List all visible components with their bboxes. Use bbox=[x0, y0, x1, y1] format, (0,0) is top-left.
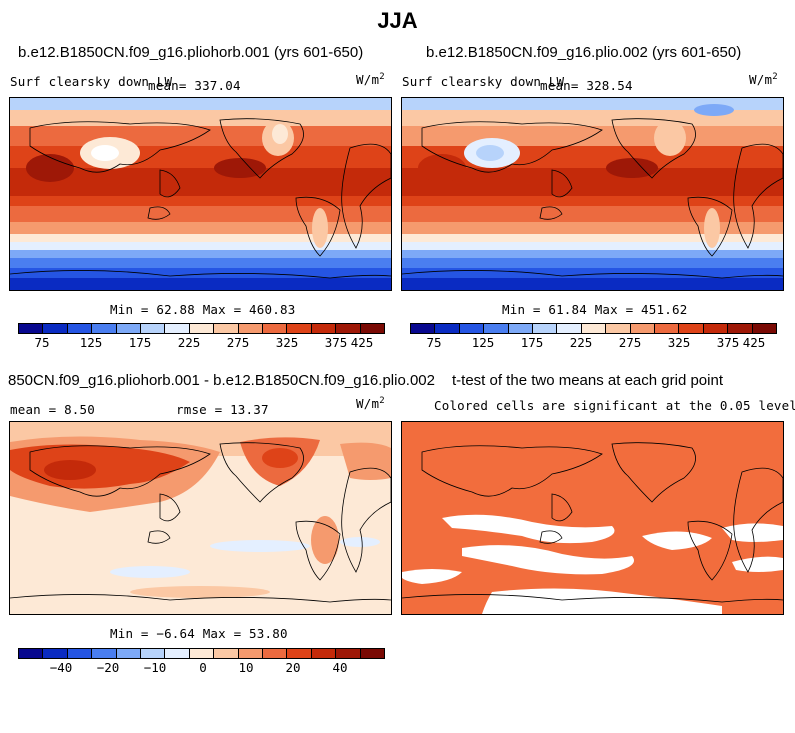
panel1-map bbox=[9, 97, 392, 291]
panel2-units: W/m2 bbox=[749, 72, 778, 88]
panel3-title: 850CN.f09_g16.pliohorb.001 - b.e12.B1850… bbox=[8, 372, 435, 389]
cbar-tick: −40 bbox=[49, 660, 73, 675]
panel2-mean: mean= 328.54 bbox=[540, 78, 633, 93]
cbar-swatch bbox=[360, 649, 385, 658]
panel1-mean: mean= 337.04 bbox=[148, 78, 241, 93]
panel3-heatmap bbox=[10, 422, 391, 614]
cbar-tick: 375 bbox=[324, 335, 348, 350]
panel3-units: W/m2 bbox=[356, 396, 385, 412]
cbar-tick: 275 bbox=[618, 335, 642, 350]
panel4-subtitle: Colored cells are significant at the 0.0… bbox=[434, 398, 795, 413]
cbar-tick: 125 bbox=[79, 335, 103, 350]
cbar-swatch bbox=[311, 649, 337, 658]
colorbar-abs-left bbox=[18, 323, 385, 334]
cbar-swatch bbox=[238, 649, 264, 658]
cbar-tick: 125 bbox=[471, 335, 495, 350]
colorbar-diff bbox=[18, 648, 385, 659]
panel4-map bbox=[401, 421, 784, 615]
cbar-tick: 0 bbox=[199, 660, 207, 675]
panel1-units: W/m2 bbox=[356, 72, 385, 88]
cbar-swatch bbox=[728, 324, 753, 333]
panel1-variable: Surf clearsky down LW bbox=[10, 74, 173, 89]
cbar-swatch bbox=[92, 324, 117, 333]
cbar-swatch bbox=[287, 324, 312, 333]
cbar-swatch bbox=[238, 324, 264, 333]
cbar-swatch bbox=[263, 324, 288, 333]
cbar-swatch bbox=[508, 324, 534, 333]
cbar-swatch bbox=[67, 324, 93, 333]
cbar-swatch bbox=[360, 324, 385, 333]
panel4-significance-map bbox=[402, 422, 783, 614]
cbar-swatch bbox=[67, 649, 93, 658]
cbar-swatch bbox=[165, 324, 190, 333]
cbar-swatch bbox=[287, 649, 312, 658]
cbar-swatch bbox=[141, 649, 166, 658]
panel3-rmse: rmse = 13.37 bbox=[176, 402, 269, 417]
cbar-swatch bbox=[484, 324, 509, 333]
cbar-swatch bbox=[459, 324, 485, 333]
panel3-mean: mean = 8.50 bbox=[10, 402, 95, 417]
cbar-tick: 425 bbox=[350, 335, 374, 350]
cbar-swatch bbox=[311, 324, 337, 333]
cbar-tick: 325 bbox=[667, 335, 691, 350]
cbar-swatch bbox=[19, 649, 44, 658]
cbar-tick: 175 bbox=[128, 335, 152, 350]
panel1-heatmap bbox=[10, 98, 391, 290]
cbar-swatch bbox=[655, 324, 680, 333]
cbar-swatch bbox=[752, 324, 777, 333]
cbar-swatch bbox=[189, 324, 215, 333]
cbar-swatch bbox=[19, 324, 44, 333]
cbar-swatch bbox=[557, 324, 582, 333]
cbar-tick: 75 bbox=[426, 335, 442, 350]
colorbar-abs-right bbox=[410, 323, 777, 334]
cbar-swatch bbox=[116, 324, 142, 333]
cbar-swatch bbox=[43, 649, 68, 658]
cbar-swatch bbox=[679, 324, 704, 333]
panel1-title: b.e12.B1850CN.f09_g16.pliohorb.001 (yrs … bbox=[18, 44, 364, 61]
cbar-swatch bbox=[435, 324, 460, 333]
cbar-swatch bbox=[606, 324, 631, 333]
cbar-swatch bbox=[116, 649, 142, 658]
panel2-heatmap bbox=[402, 98, 783, 290]
panel3-minmax: Min = −6.64 Max = 53.80 bbox=[110, 626, 288, 641]
cbar-tick: 225 bbox=[569, 335, 593, 350]
cbar-tick: 40 bbox=[332, 660, 348, 675]
main-title: JJA bbox=[377, 8, 418, 33]
cbar-tick: 20 bbox=[285, 660, 301, 675]
cbar-swatch bbox=[630, 324, 656, 333]
cbar-swatch bbox=[263, 649, 288, 658]
panel2-variable: Surf clearsky down LW bbox=[402, 74, 565, 89]
cbar-swatch bbox=[141, 324, 166, 333]
cbar-tick: 225 bbox=[177, 335, 201, 350]
cbar-swatch bbox=[214, 324, 239, 333]
panel2-title: b.e12.B1850CN.f09_g16.plio.002 (yrs 601-… bbox=[426, 44, 742, 61]
cbar-swatch bbox=[214, 649, 239, 658]
cbar-swatch bbox=[92, 649, 117, 658]
panel3-map bbox=[9, 421, 392, 615]
cbar-swatch bbox=[336, 649, 361, 658]
cbar-swatch bbox=[165, 649, 190, 658]
cbar-tick: 325 bbox=[275, 335, 299, 350]
cbar-tick: 175 bbox=[520, 335, 544, 350]
cbar-swatch bbox=[703, 324, 729, 333]
cbar-swatch bbox=[533, 324, 558, 333]
cbar-tick: 75 bbox=[34, 335, 50, 350]
panel2-map bbox=[401, 97, 784, 291]
cbar-tick: −20 bbox=[96, 660, 120, 675]
panel1-minmax: Min = 62.88 Max = 460.83 bbox=[110, 302, 296, 317]
panel2-minmax: Min = 61.84 Max = 451.62 bbox=[502, 302, 688, 317]
cbar-tick: 10 bbox=[238, 660, 254, 675]
cbar-swatch bbox=[43, 324, 68, 333]
cbar-tick: 275 bbox=[226, 335, 250, 350]
cbar-swatch bbox=[336, 324, 361, 333]
cbar-swatch bbox=[581, 324, 607, 333]
cbar-tick: 375 bbox=[716, 335, 740, 350]
cbar-tick: −10 bbox=[143, 660, 167, 675]
panel4-title: t-test of the two means at each grid poi… bbox=[452, 372, 723, 389]
cbar-swatch bbox=[411, 324, 436, 333]
cbar-tick: 425 bbox=[742, 335, 766, 350]
cbar-swatch bbox=[189, 649, 215, 658]
